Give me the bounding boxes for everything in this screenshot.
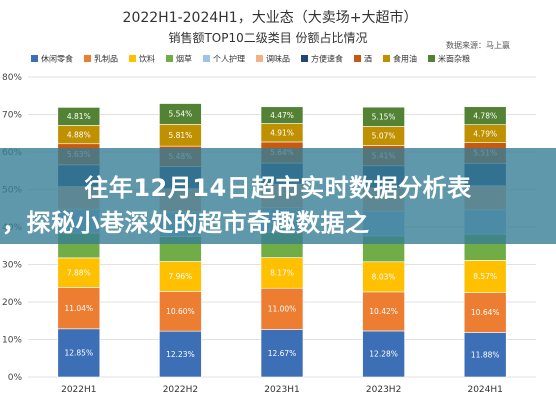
bar-segment [159,261,202,292]
bar-segment [260,106,304,124]
legend-swatch [84,55,91,62]
bar-segment [362,261,405,293]
legend-label: 个人护理 [213,54,245,64]
data-label: 11.88% [471,350,500,359]
headline-line-1: 往年12月14日超市实时数据分析表 [84,174,472,202]
data-label: 5.81% [168,131,192,140]
legend-label: 饮料 [139,54,155,64]
y-tick-label: 0% [8,373,23,383]
bar-segment [463,106,507,125]
legend-label: 米面杂粮 [438,54,470,64]
data-label: 4.88% [67,130,91,139]
legend-label: 休闲零食 [41,54,73,64]
legend-label: 乳制品 [94,54,118,64]
data-label: 10.42% [369,307,398,316]
legend-swatch [256,55,263,62]
x-axis: 2022H1 2022H2 2023H1 2023H2 2024H1 [61,385,503,395]
data-label: 11.04% [64,304,93,313]
legend-swatch [203,55,210,62]
x-tick-label: 2023H2 [366,385,401,395]
data-label: 5.07% [372,132,396,141]
data-label: 4.91% [270,128,294,137]
legend-swatch [301,55,308,62]
bar-segment [57,287,101,330]
y-tick-label: 30% [2,261,22,271]
legend-swatch [383,55,390,62]
bar-segment [362,291,405,332]
headline-line-2: ，探秘小巷深处的超市奇趣数据之 [2,209,370,237]
chart-subtitle: 销售额TOP10二级类目 份额占比情况 [168,30,367,45]
legend-label: 烟草 [176,54,192,64]
legend-swatch [166,55,173,62]
headline-banner: 往年12月14日超市实时数据分析表 ，探秘小巷深处的超市奇趣数据之 [0,148,556,244]
y-tick-label: 70% [2,111,22,121]
y-tick-label: 80% [2,73,22,83]
bar-segment [463,292,507,333]
legend-label: 酒 [364,55,372,64]
x-tick-label: 2023H1 [264,385,299,395]
data-label: 7.88% [67,268,91,277]
legend-swatch [31,55,38,62]
legend: 休闲零食 乳制品 饮料 烟草 个人护理 调味品 方便速食 酒 食用油 米面杂粮 [31,54,470,64]
legend-swatch [354,55,361,62]
legend-swatch [129,55,136,62]
data-label: 10.60% [166,307,195,316]
data-label: 4.78% [473,111,497,120]
bar-segment [260,287,304,330]
data-label: 5.15% [372,113,396,122]
data-label: 8.57% [473,272,497,281]
chart-source: 数据来源：马上赢 [446,40,510,50]
data-label: 8.03% [372,273,396,282]
data-label: 12.85% [64,349,93,358]
data-label: 4.81% [67,112,91,121]
legend-swatch [428,55,435,62]
bar-segment [159,330,202,378]
data-label: 10.64% [471,308,500,317]
data-label: 12.67% [268,349,297,358]
data-label: 12.23% [166,350,195,359]
data-label: 11.00% [268,305,297,314]
bar-segment [159,103,202,125]
legend-label: 方便速食 [311,54,343,64]
bar-segment [463,332,507,378]
legend-label: 食用油 [393,54,417,64]
bar-segment [57,257,101,288]
bar-segment [260,257,304,289]
bar-segment [260,329,304,378]
y-tick-label: 20% [2,298,22,308]
bar-segment [362,106,405,127]
x-tick-label: 2024H1 [467,385,502,395]
legend-label: 调味品 [266,54,290,64]
bar-segment [57,107,101,126]
x-tick-label: 2022H2 [163,385,198,395]
data-label: 5.54% [168,110,192,119]
x-tick-label: 2022H1 [61,385,96,395]
data-label: 4.47% [270,111,294,120]
data-label: 12.28% [369,350,398,359]
data-label: 8.17% [270,269,294,278]
data-label: 4.79% [473,129,497,138]
bar-segment [159,291,202,332]
data-label: 7.96% [168,272,192,281]
chart-title: 2022H1-2024H1，大业态（大卖场+大超市） [123,9,418,26]
y-tick-label: 10% [2,336,22,346]
